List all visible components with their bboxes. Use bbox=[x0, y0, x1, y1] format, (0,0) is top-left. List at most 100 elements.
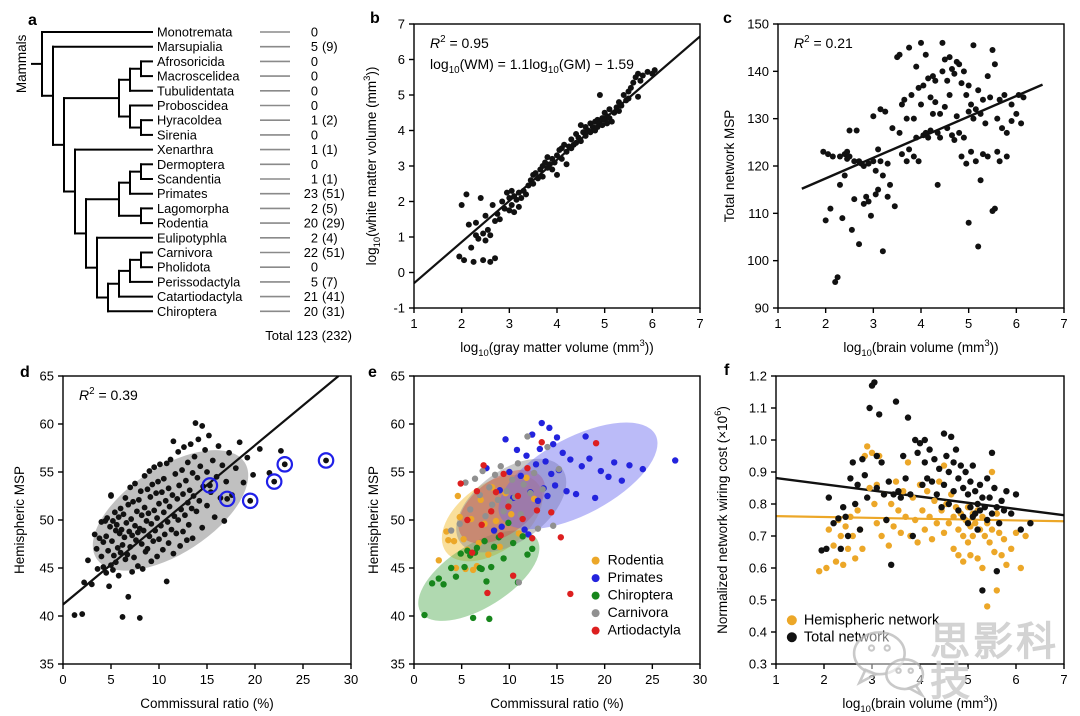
data-point bbox=[183, 537, 190, 544]
panel-e-letter: e bbox=[368, 364, 377, 381]
data-point bbox=[524, 551, 531, 558]
data-point bbox=[915, 84, 922, 91]
data-point bbox=[501, 205, 508, 212]
x-tick-label: 6 bbox=[1013, 316, 1020, 331]
data-point bbox=[513, 446, 521, 454]
x-tick-label: 1 bbox=[772, 672, 779, 687]
data-point bbox=[488, 563, 495, 571]
data-point bbox=[877, 106, 884, 113]
data-point bbox=[1017, 526, 1024, 533]
data-point bbox=[927, 94, 934, 101]
data-point bbox=[188, 505, 195, 512]
data-point bbox=[115, 514, 122, 521]
data-point bbox=[158, 522, 164, 529]
data-point bbox=[226, 449, 232, 456]
data-point bbox=[196, 497, 203, 504]
data-point bbox=[456, 513, 463, 521]
data-point bbox=[160, 509, 167, 516]
data-point bbox=[478, 565, 485, 573]
x-tick-label: 3 bbox=[870, 316, 877, 331]
taxon-count: 2 bbox=[311, 230, 318, 245]
data-point bbox=[927, 127, 934, 134]
legend-swatch bbox=[591, 609, 600, 618]
data-point bbox=[888, 561, 895, 568]
data-point bbox=[993, 587, 1000, 594]
data-point bbox=[926, 513, 933, 520]
data-point bbox=[897, 494, 904, 501]
data-point bbox=[956, 61, 963, 68]
panel-a: a Monotremata 0 Marsupialia 5 (9) Afrosoricid… bbox=[12, 6, 362, 358]
series-specimens bbox=[456, 67, 658, 265]
data-point bbox=[863, 193, 870, 200]
taxon-label: Carnivora bbox=[157, 245, 213, 260]
regression-line bbox=[63, 376, 340, 606]
data-point bbox=[625, 95, 632, 102]
data-point bbox=[519, 515, 526, 523]
data-point bbox=[103, 533, 110, 540]
data-point bbox=[443, 528, 450, 535]
data-point bbox=[975, 243, 982, 250]
data-point bbox=[991, 548, 998, 556]
x-tick-label: 0 bbox=[410, 672, 417, 687]
x-tick-label: 0 bbox=[59, 672, 66, 687]
data-point bbox=[906, 146, 913, 153]
data-point bbox=[165, 485, 172, 492]
x-tick-label: 4 bbox=[917, 316, 924, 331]
x-tick-label: 7 bbox=[696, 316, 703, 331]
data-point bbox=[592, 440, 600, 447]
data-point bbox=[635, 93, 642, 100]
data-point bbox=[533, 507, 541, 514]
data-point bbox=[851, 158, 858, 165]
data-point bbox=[931, 497, 938, 504]
data-point bbox=[835, 515, 842, 522]
data-point bbox=[932, 99, 939, 106]
data-point bbox=[836, 153, 843, 160]
panel-d-scatter-plot: 0 5 10 15 20 25 30 35 40 45 50 55 60 65 Commissural ra… bbox=[12, 369, 358, 712]
data-point bbox=[940, 529, 948, 536]
data-point bbox=[508, 511, 515, 518]
data-point bbox=[463, 191, 470, 198]
data-point bbox=[91, 531, 98, 538]
y-tick-label: 1 bbox=[398, 230, 405, 245]
data-point bbox=[509, 572, 517, 579]
data-point bbox=[148, 558, 155, 565]
data-point bbox=[938, 504, 945, 511]
data-point bbox=[1012, 529, 1020, 536]
data-point bbox=[903, 115, 910, 122]
data-point bbox=[879, 248, 886, 255]
data-point bbox=[244, 454, 251, 461]
data-point bbox=[115, 572, 122, 579]
data-point bbox=[471, 475, 479, 482]
data-point bbox=[875, 146, 882, 153]
data-point bbox=[278, 447, 284, 454]
y-tick-label: 0.6 bbox=[749, 561, 767, 576]
data-point bbox=[551, 482, 559, 489]
data-point bbox=[199, 423, 206, 429]
data-point bbox=[840, 504, 847, 511]
taxon-label: Dermoptera bbox=[157, 157, 225, 172]
data-point bbox=[922, 51, 929, 58]
data-point bbox=[127, 484, 134, 491]
taxon-count-parenthetical: (4) bbox=[322, 230, 338, 245]
data-point bbox=[921, 436, 928, 444]
data-point bbox=[162, 497, 169, 504]
taxon-count-parenthetical: (5) bbox=[322, 201, 338, 216]
data-point bbox=[113, 521, 120, 528]
data-point bbox=[1008, 101, 1015, 108]
data-point bbox=[154, 515, 160, 521]
data-point bbox=[608, 118, 615, 125]
panel-c-letter: c bbox=[723, 10, 732, 27]
data-point bbox=[149, 481, 156, 488]
data-point bbox=[940, 430, 948, 437]
data-point bbox=[475, 539, 483, 547]
data-point bbox=[137, 488, 144, 495]
data-point bbox=[836, 181, 843, 188]
data-point bbox=[827, 205, 834, 212]
data-point bbox=[500, 470, 507, 478]
data-point bbox=[170, 438, 177, 445]
data-point bbox=[896, 129, 903, 136]
y-tick-label: 90 bbox=[755, 301, 769, 316]
y-tick-label: 1.1 bbox=[749, 401, 767, 416]
data-point bbox=[508, 476, 516, 483]
